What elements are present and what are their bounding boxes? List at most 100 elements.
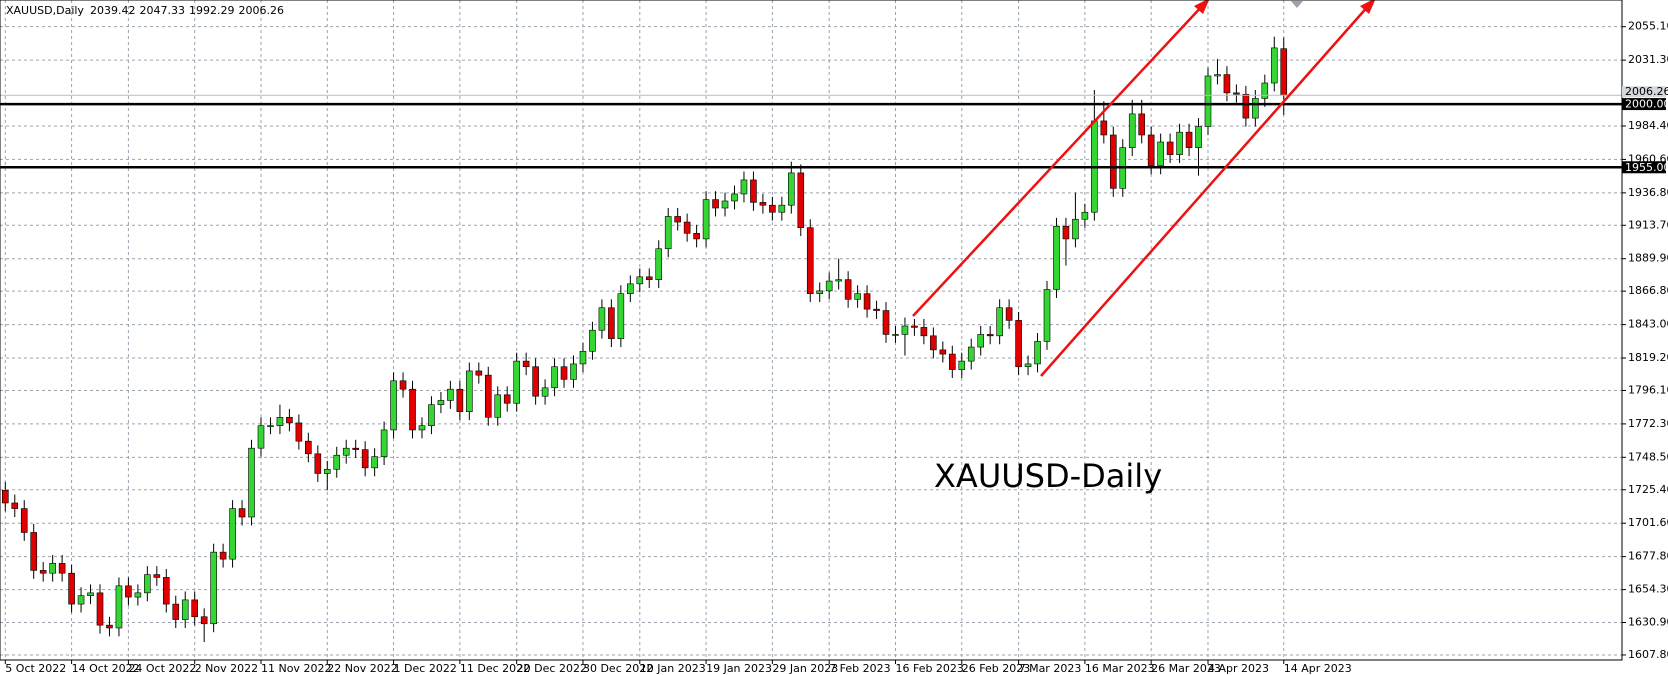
candle-body	[948, 353, 956, 370]
candle-body	[447, 388, 454, 401]
candle-body	[172, 603, 180, 620]
chart-header: XAUUSD,Daily 2039.42 2047.33 1992.29 2006.26	[6, 4, 284, 17]
candle-body	[1005, 307, 1013, 321]
candle-body	[20, 508, 28, 533]
candle-body	[892, 334, 899, 336]
candle-body	[484, 374, 492, 418]
candle-body	[1081, 211, 1089, 220]
candle-body	[702, 199, 710, 240]
candle-body	[333, 454, 341, 470]
candle-body	[1166, 141, 1174, 155]
y-tick-label: 1984.40	[1628, 119, 1668, 132]
candle-body	[513, 360, 520, 404]
x-tick-label: 30 Dec 2022	[583, 662, 653, 675]
candle-body	[1109, 134, 1117, 189]
candle-body	[1147, 134, 1155, 167]
x-tick-label: 24 Oct 2022	[128, 662, 196, 675]
price-label: 2006.26	[1625, 85, 1668, 98]
candle-body	[352, 447, 359, 450]
candle-body	[314, 453, 322, 474]
candle-body	[1053, 225, 1060, 290]
candle-body	[466, 370, 473, 412]
candle-body	[1270, 47, 1278, 84]
candle-body	[267, 425, 274, 428]
candle-body	[276, 416, 284, 427]
candle-body	[882, 310, 890, 335]
plot-frame	[0, 0, 1623, 661]
candle-body	[1176, 131, 1183, 155]
low-value: 1992.29	[189, 4, 235, 17]
candle-body	[30, 532, 38, 571]
candle-body	[210, 551, 217, 625]
candle-body	[721, 200, 729, 209]
candle-body	[1015, 320, 1022, 368]
candle-body	[617, 293, 625, 339]
candle-body	[930, 335, 937, 351]
candle-body	[806, 227, 814, 294]
candle-body	[854, 293, 861, 300]
candle-body	[49, 563, 56, 574]
close-value: 2006.26	[238, 4, 284, 17]
y-tick-label: 1748.50	[1628, 450, 1668, 463]
candle-body	[134, 592, 142, 598]
candle-body	[162, 577, 170, 605]
candle-body	[977, 334, 985, 348]
candle-body	[361, 449, 369, 469]
candle-body	[825, 280, 833, 292]
x-tick-label: 2 Nov 2022	[195, 662, 258, 675]
candle-body	[645, 276, 653, 280]
x-tick-label: 14 Apr 2023	[1284, 662, 1352, 675]
x-tick-label: 11 Dec 2022	[460, 662, 530, 675]
candle-body	[295, 422, 303, 442]
candle-body	[967, 346, 975, 362]
candle-body	[409, 388, 416, 431]
candle-body	[608, 307, 615, 339]
candle-body	[390, 380, 397, 431]
y-tick-label: 1607.80	[1628, 648, 1668, 661]
candle-body	[115, 585, 123, 629]
candle-body	[863, 293, 871, 310]
candle-body	[797, 172, 805, 228]
candle-body	[1204, 75, 1212, 127]
candle-body	[655, 248, 663, 280]
x-tick-label: 1 Dec 2022	[394, 662, 457, 675]
candle-body	[683, 221, 691, 234]
candle-body	[939, 349, 947, 355]
y-tick-label: 1725.40	[1628, 483, 1668, 496]
x-tick-label: 29 Jan 2023	[772, 662, 838, 675]
x-tick-label: 5 Oct 2022	[5, 662, 66, 675]
candle-body	[503, 394, 511, 404]
candle-body	[380, 429, 388, 457]
y-tick-label: 1913.70	[1628, 218, 1668, 231]
x-tick-label: 16 Mar 2023	[1085, 662, 1155, 675]
candle-body	[286, 416, 293, 424]
y-tick-label: 1866.80	[1628, 284, 1668, 297]
candle-body	[579, 350, 587, 365]
candle-body	[712, 199, 719, 209]
candle-body	[1214, 74, 1221, 77]
candle-body	[1128, 113, 1136, 148]
candle-body	[636, 276, 644, 285]
candle-body	[1195, 126, 1202, 148]
annotation: XAUUSD-Daily	[934, 457, 1162, 495]
candle-body	[532, 366, 539, 397]
candle-body	[570, 363, 577, 380]
y-tick-label: 1772.30	[1628, 417, 1668, 430]
candle-body	[87, 592, 94, 596]
x-tick-label: 11 Nov 2022	[261, 662, 331, 675]
y-tick-label: 1819.20	[1628, 351, 1668, 364]
candle-body	[693, 232, 700, 240]
x-tick-label: 16 Feb 2023	[895, 662, 963, 675]
candle-body	[475, 370, 483, 376]
symbol: XAUUSD,Daily	[6, 4, 84, 17]
candle-body	[674, 216, 681, 223]
candle-body	[759, 202, 767, 206]
open-value: 2039.42	[90, 4, 136, 17]
candle-body	[788, 172, 795, 206]
y-tick-label: 1677.80	[1628, 550, 1668, 563]
candle-body	[996, 307, 1003, 337]
shift-marker	[1291, 1, 1303, 8]
candle-body	[181, 599, 189, 620]
x-tick-label: 10 Jan 2023	[640, 662, 706, 675]
